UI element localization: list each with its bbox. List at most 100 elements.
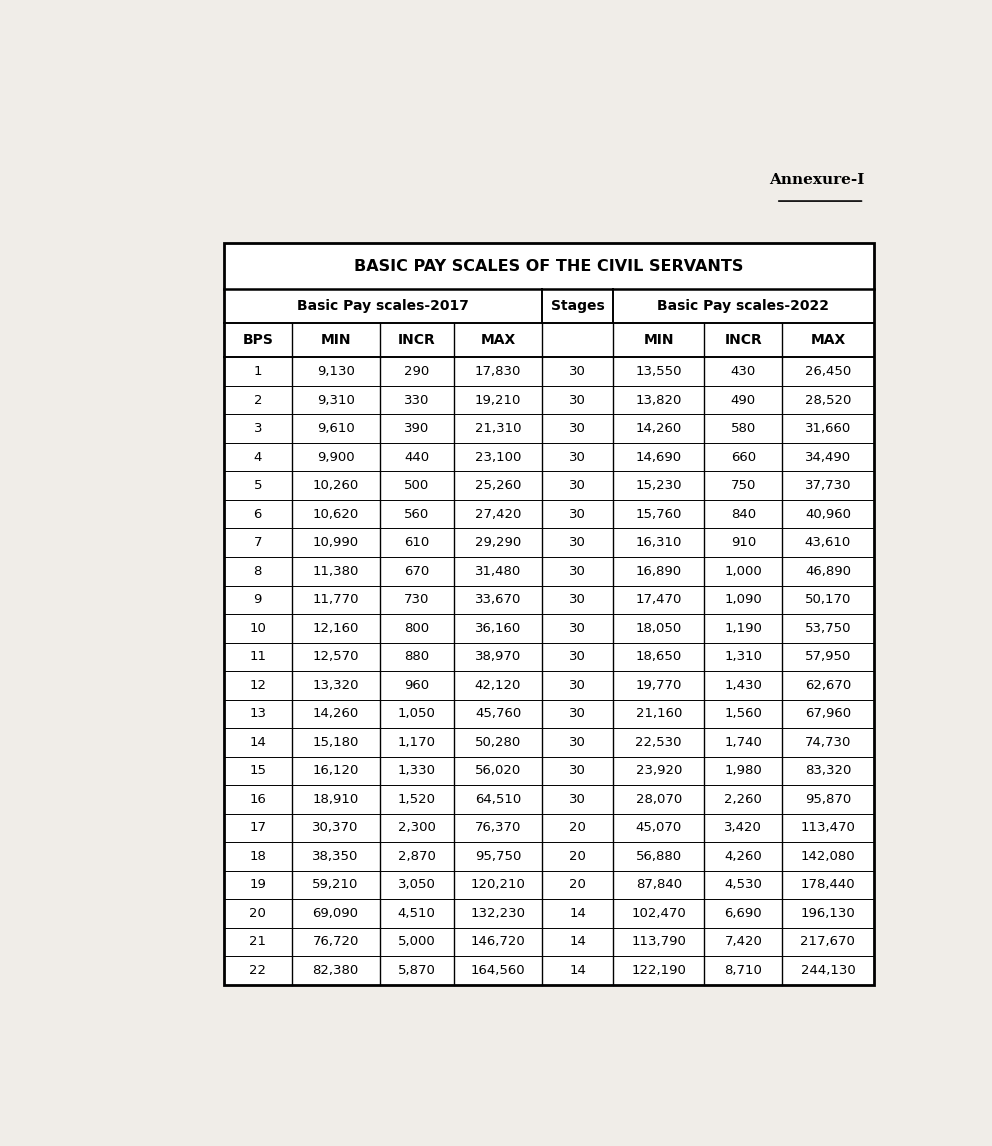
Text: 1,170: 1,170 (398, 736, 435, 748)
Text: 14: 14 (249, 736, 266, 748)
Text: 74,730: 74,730 (805, 736, 851, 748)
Text: 26,450: 26,450 (805, 366, 851, 378)
Text: 18,910: 18,910 (312, 793, 359, 806)
Text: 430: 430 (731, 366, 756, 378)
Text: 9,900: 9,900 (316, 450, 354, 464)
Text: 13,820: 13,820 (636, 394, 682, 407)
Text: 30: 30 (569, 707, 586, 721)
Text: 4,260: 4,260 (724, 850, 762, 863)
Text: MIN: MIN (644, 333, 674, 347)
Text: 25,260: 25,260 (475, 479, 521, 493)
Text: 244,130: 244,130 (801, 964, 855, 976)
Text: 560: 560 (404, 508, 430, 520)
Text: 15,760: 15,760 (636, 508, 682, 520)
Text: 132,230: 132,230 (470, 906, 526, 920)
Text: 146,720: 146,720 (470, 935, 526, 949)
Text: 10,260: 10,260 (312, 479, 359, 493)
Text: 1,050: 1,050 (398, 707, 435, 721)
Text: Stages: Stages (551, 299, 604, 313)
Text: 290: 290 (404, 366, 430, 378)
Text: 3: 3 (254, 422, 262, 435)
Text: 1,310: 1,310 (724, 650, 762, 664)
Text: 142,080: 142,080 (801, 850, 855, 863)
Text: 17,470: 17,470 (636, 594, 682, 606)
Text: 1,980: 1,980 (724, 764, 762, 777)
Text: 9: 9 (254, 594, 262, 606)
Text: 7: 7 (254, 536, 262, 549)
Text: 12: 12 (249, 678, 266, 692)
Text: 14,690: 14,690 (636, 450, 682, 464)
Text: 2,300: 2,300 (398, 822, 435, 834)
Text: 83,320: 83,320 (805, 764, 851, 777)
Text: 53,750: 53,750 (805, 622, 851, 635)
Text: 113,790: 113,790 (631, 935, 686, 949)
Text: 19,210: 19,210 (475, 394, 521, 407)
Text: 19,770: 19,770 (636, 678, 682, 692)
Text: 1,330: 1,330 (398, 764, 435, 777)
Text: 36,160: 36,160 (475, 622, 521, 635)
Text: 30: 30 (569, 678, 586, 692)
Text: 21,160: 21,160 (636, 707, 682, 721)
Text: 64,510: 64,510 (475, 793, 521, 806)
Text: 164,560: 164,560 (470, 964, 526, 976)
Text: BASIC PAY SCALES OF THE CIVIL SERVANTS: BASIC PAY SCALES OF THE CIVIL SERVANTS (354, 259, 743, 274)
Text: 57,950: 57,950 (805, 650, 851, 664)
Text: 7,420: 7,420 (724, 935, 762, 949)
Text: 59,210: 59,210 (312, 878, 359, 892)
Text: 1,000: 1,000 (724, 565, 762, 578)
Text: 6,690: 6,690 (724, 906, 762, 920)
Text: 23,100: 23,100 (475, 450, 521, 464)
Text: 3,420: 3,420 (724, 822, 762, 834)
Text: 580: 580 (731, 422, 756, 435)
Text: INCR: INCR (398, 333, 435, 347)
Text: 30: 30 (569, 565, 586, 578)
Bar (224, 243, 874, 984)
Text: 31,660: 31,660 (805, 422, 851, 435)
Text: 16,120: 16,120 (312, 764, 359, 777)
Text: 102,470: 102,470 (631, 906, 686, 920)
Text: 9,310: 9,310 (316, 394, 354, 407)
Text: 1,520: 1,520 (398, 793, 435, 806)
Text: 1,190: 1,190 (724, 622, 762, 635)
Text: 13: 13 (249, 707, 266, 721)
Text: 8,710: 8,710 (724, 964, 762, 976)
Text: 840: 840 (731, 508, 756, 520)
Text: 22,530: 22,530 (636, 736, 682, 748)
Text: 40,960: 40,960 (805, 508, 851, 520)
Text: 5: 5 (254, 479, 262, 493)
Text: 122,190: 122,190 (631, 964, 686, 976)
Text: 9,610: 9,610 (316, 422, 354, 435)
Text: 16,890: 16,890 (636, 565, 682, 578)
Text: 910: 910 (731, 536, 756, 549)
Text: 390: 390 (404, 422, 430, 435)
Text: 42,120: 42,120 (475, 678, 521, 692)
Text: 30: 30 (569, 650, 586, 664)
Text: Basic Pay scales-2022: Basic Pay scales-2022 (658, 299, 829, 313)
Text: 1,090: 1,090 (724, 594, 762, 606)
Text: 76,720: 76,720 (312, 935, 359, 949)
Text: 30: 30 (569, 394, 586, 407)
Text: 1: 1 (254, 366, 262, 378)
Text: 30: 30 (569, 479, 586, 493)
Text: MAX: MAX (480, 333, 516, 347)
Text: 730: 730 (404, 594, 430, 606)
Text: 18: 18 (249, 850, 266, 863)
Text: BPS: BPS (242, 333, 273, 347)
Text: 30: 30 (569, 450, 586, 464)
Text: 56,880: 56,880 (636, 850, 682, 863)
Text: 30: 30 (569, 764, 586, 777)
Text: 14,260: 14,260 (636, 422, 682, 435)
Text: 34,490: 34,490 (805, 450, 851, 464)
Text: 38,350: 38,350 (312, 850, 359, 863)
Text: 37,730: 37,730 (805, 479, 851, 493)
Text: 76,370: 76,370 (475, 822, 521, 834)
Text: 217,670: 217,670 (801, 935, 855, 949)
Text: 20: 20 (569, 822, 586, 834)
Text: 15: 15 (249, 764, 266, 777)
Text: 50,170: 50,170 (805, 594, 851, 606)
Text: 4,510: 4,510 (398, 906, 435, 920)
Text: 12,160: 12,160 (312, 622, 359, 635)
Text: 1,430: 1,430 (724, 678, 762, 692)
Text: 30: 30 (569, 422, 586, 435)
Text: 330: 330 (404, 394, 430, 407)
